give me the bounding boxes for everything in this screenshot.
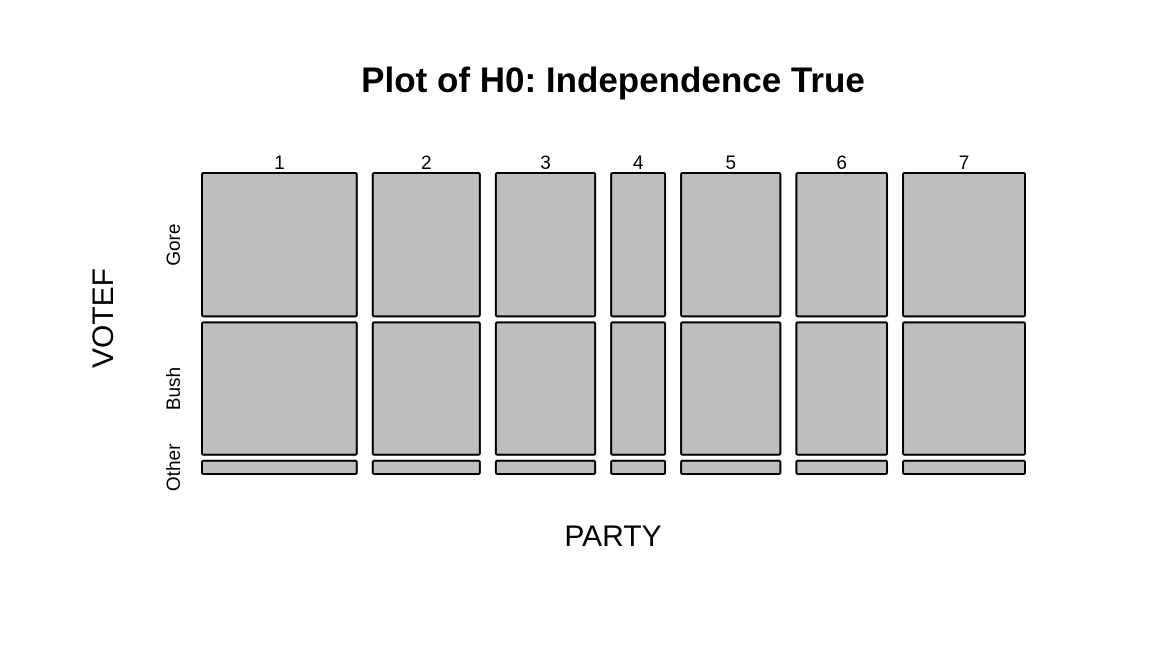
tile-3-bush — [494, 321, 597, 456]
x-tick-label: 3 — [540, 153, 551, 174]
tile-2-bush — [371, 321, 481, 456]
tile-1-gore — [201, 172, 358, 318]
chart-title: Plot of H0: Independence True — [361, 61, 865, 100]
tile-2-other — [371, 459, 481, 475]
tile-6-other — [795, 459, 889, 475]
tile-5-bush — [680, 321, 782, 456]
tile-7-bush — [902, 321, 1027, 456]
x-tick-label: 2 — [421, 153, 432, 174]
tile-7-other — [902, 459, 1027, 475]
mosaic-tiles — [201, 172, 1027, 475]
tile-7-gore — [902, 172, 1027, 318]
x-tick-label: 7 — [959, 153, 970, 174]
y-axis-title: VOTEF — [87, 268, 120, 368]
y-tick-label: Gore — [164, 224, 185, 266]
x-tick-label: 5 — [725, 153, 736, 174]
tile-6-bush — [795, 321, 889, 456]
tile-3-other — [494, 459, 597, 475]
tile-5-gore — [680, 172, 782, 318]
tile-5-other — [680, 459, 782, 475]
tile-4-bush — [610, 321, 667, 456]
x-tick-labels: 1 2 3 4 5 6 7 — [274, 153, 969, 174]
x-tick-label: 1 — [274, 153, 285, 174]
x-tick-label: 4 — [633, 153, 644, 174]
tile-1-other — [201, 459, 358, 475]
tile-4-gore — [610, 172, 667, 318]
tile-1-bush — [201, 321, 358, 456]
x-axis-title: PARTY — [564, 520, 661, 553]
tile-6-gore — [795, 172, 889, 318]
y-tick-label: Other — [164, 443, 185, 491]
tile-4-other — [610, 459, 667, 475]
y-tick-label: Bush — [164, 367, 185, 410]
tile-2-gore — [371, 172, 481, 318]
y-tick-labels: Gore Bush Other — [164, 224, 185, 492]
x-tick-label: 6 — [836, 153, 847, 174]
tile-3-gore — [494, 172, 597, 318]
